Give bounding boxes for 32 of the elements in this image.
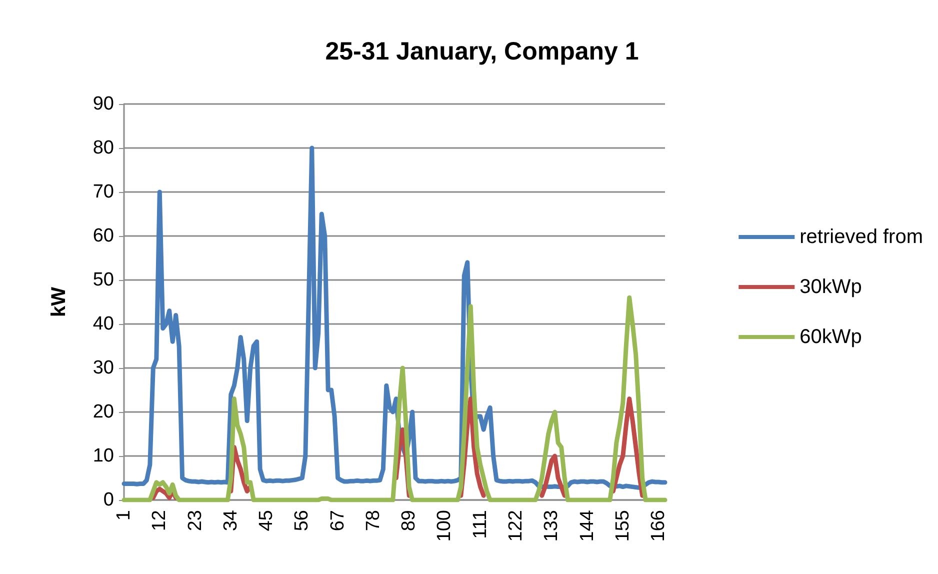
x-tick-label: 67 bbox=[327, 510, 348, 532]
x-tick-label: 89 bbox=[398, 510, 420, 532]
legend-label: 30kWp bbox=[800, 276, 862, 298]
y-tick-label: 40 bbox=[92, 314, 114, 334]
x-tick-label: 56 bbox=[292, 510, 313, 532]
legend-label: retrieved from bbox=[800, 226, 924, 248]
x-tick-label: 34 bbox=[220, 510, 242, 532]
x-tick-label: 12 bbox=[149, 510, 170, 532]
y-tick-label: 20 bbox=[92, 402, 114, 422]
y-tick-label: 70 bbox=[92, 182, 114, 202]
y-tick-label: 90 bbox=[92, 94, 114, 114]
y-tick-label: 80 bbox=[92, 138, 114, 158]
y-tick-label: 50 bbox=[92, 270, 114, 290]
x-tick-label: 144 bbox=[576, 510, 598, 542]
y-tick-label: 60 bbox=[92, 226, 114, 246]
x-tick-label: 111 bbox=[470, 510, 491, 539]
x-tick-label: 23 bbox=[184, 510, 206, 532]
y-tick-label: 30 bbox=[92, 358, 114, 378]
x-tick-label: 45 bbox=[256, 510, 278, 532]
legend-label: 60kWp bbox=[800, 326, 862, 348]
y-tick-label: 10 bbox=[92, 446, 114, 466]
y-tick-label: 0 bbox=[103, 490, 114, 510]
x-tick-label: 133 bbox=[541, 510, 562, 542]
x-tick-label: 78 bbox=[362, 510, 384, 532]
x-tick-label: 166 bbox=[648, 510, 670, 542]
y-axis-title: kW bbox=[48, 286, 70, 317]
x-tick-label: 100 bbox=[434, 510, 456, 542]
chart-title: 25-31 January, Company 1 bbox=[325, 38, 639, 66]
x-tick-label: 155 bbox=[612, 510, 634, 542]
x-tick-label: 122 bbox=[505, 510, 526, 542]
x-tick-label: 1 bbox=[114, 510, 134, 521]
line-series bbox=[122, 146, 668, 490]
